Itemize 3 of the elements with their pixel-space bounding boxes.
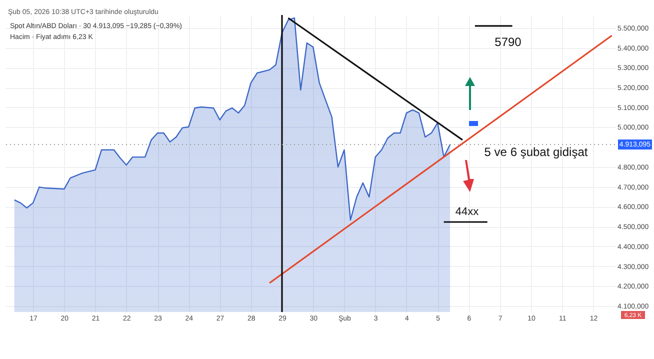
annotation: 5 ve 6 şubat gidişat bbox=[484, 145, 588, 159]
annotation: 5790 bbox=[494, 35, 522, 49]
annotation: 44xx bbox=[455, 206, 480, 218]
